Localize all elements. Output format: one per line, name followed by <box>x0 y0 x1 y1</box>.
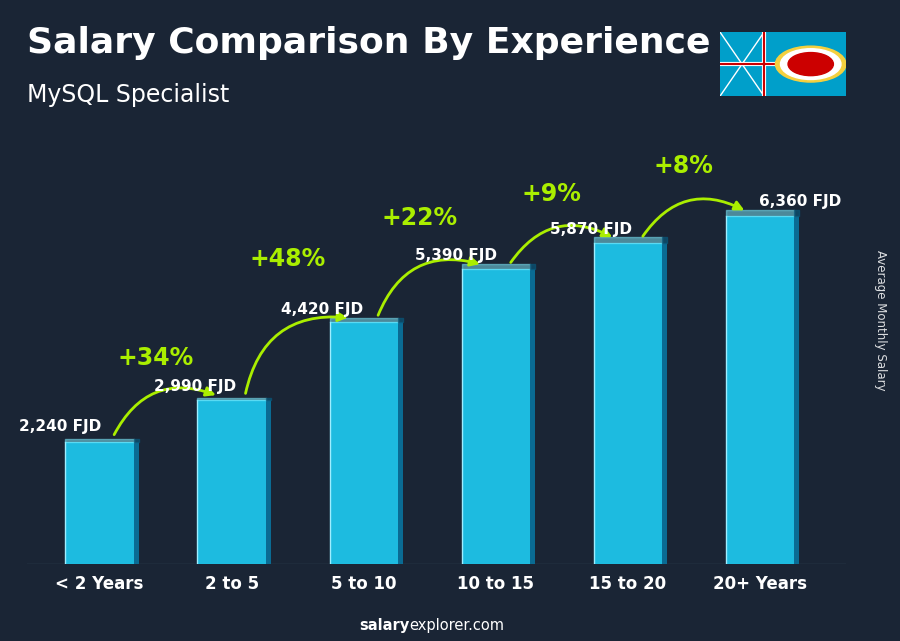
Bar <box>398 322 403 564</box>
Bar <box>662 243 667 564</box>
Text: explorer.com: explorer.com <box>410 619 505 633</box>
Circle shape <box>780 49 841 79</box>
Bar <box>66 442 134 564</box>
Bar <box>266 401 271 564</box>
Bar <box>795 216 799 564</box>
Text: 4,420 FJD: 4,420 FJD <box>281 302 363 317</box>
Bar <box>530 269 536 564</box>
Text: 5,390 FJD: 5,390 FJD <box>415 247 498 263</box>
Text: Average Monthly Salary: Average Monthly Salary <box>874 250 886 391</box>
Text: 2,240 FJD: 2,240 FJD <box>19 419 101 435</box>
Circle shape <box>788 53 833 76</box>
Text: +9%: +9% <box>521 181 581 206</box>
Bar <box>134 442 139 564</box>
Bar <box>594 243 662 564</box>
Bar <box>462 269 530 564</box>
Text: +8%: +8% <box>653 154 714 178</box>
Text: salary: salary <box>359 619 410 633</box>
Text: +34%: +34% <box>117 346 194 370</box>
Text: 6,360 FJD: 6,360 FJD <box>759 194 841 209</box>
Text: Salary Comparison By Experience: Salary Comparison By Experience <box>27 26 710 60</box>
Text: 5,870 FJD: 5,870 FJD <box>550 222 632 237</box>
Bar <box>725 216 795 564</box>
Text: +22%: +22% <box>382 206 457 230</box>
Text: MySQL Specialist: MySQL Specialist <box>27 83 230 107</box>
Bar <box>197 401 266 564</box>
Text: +48%: +48% <box>249 247 326 271</box>
Text: 2,990 FJD: 2,990 FJD <box>154 379 236 394</box>
Circle shape <box>776 46 846 82</box>
Bar <box>329 322 398 564</box>
